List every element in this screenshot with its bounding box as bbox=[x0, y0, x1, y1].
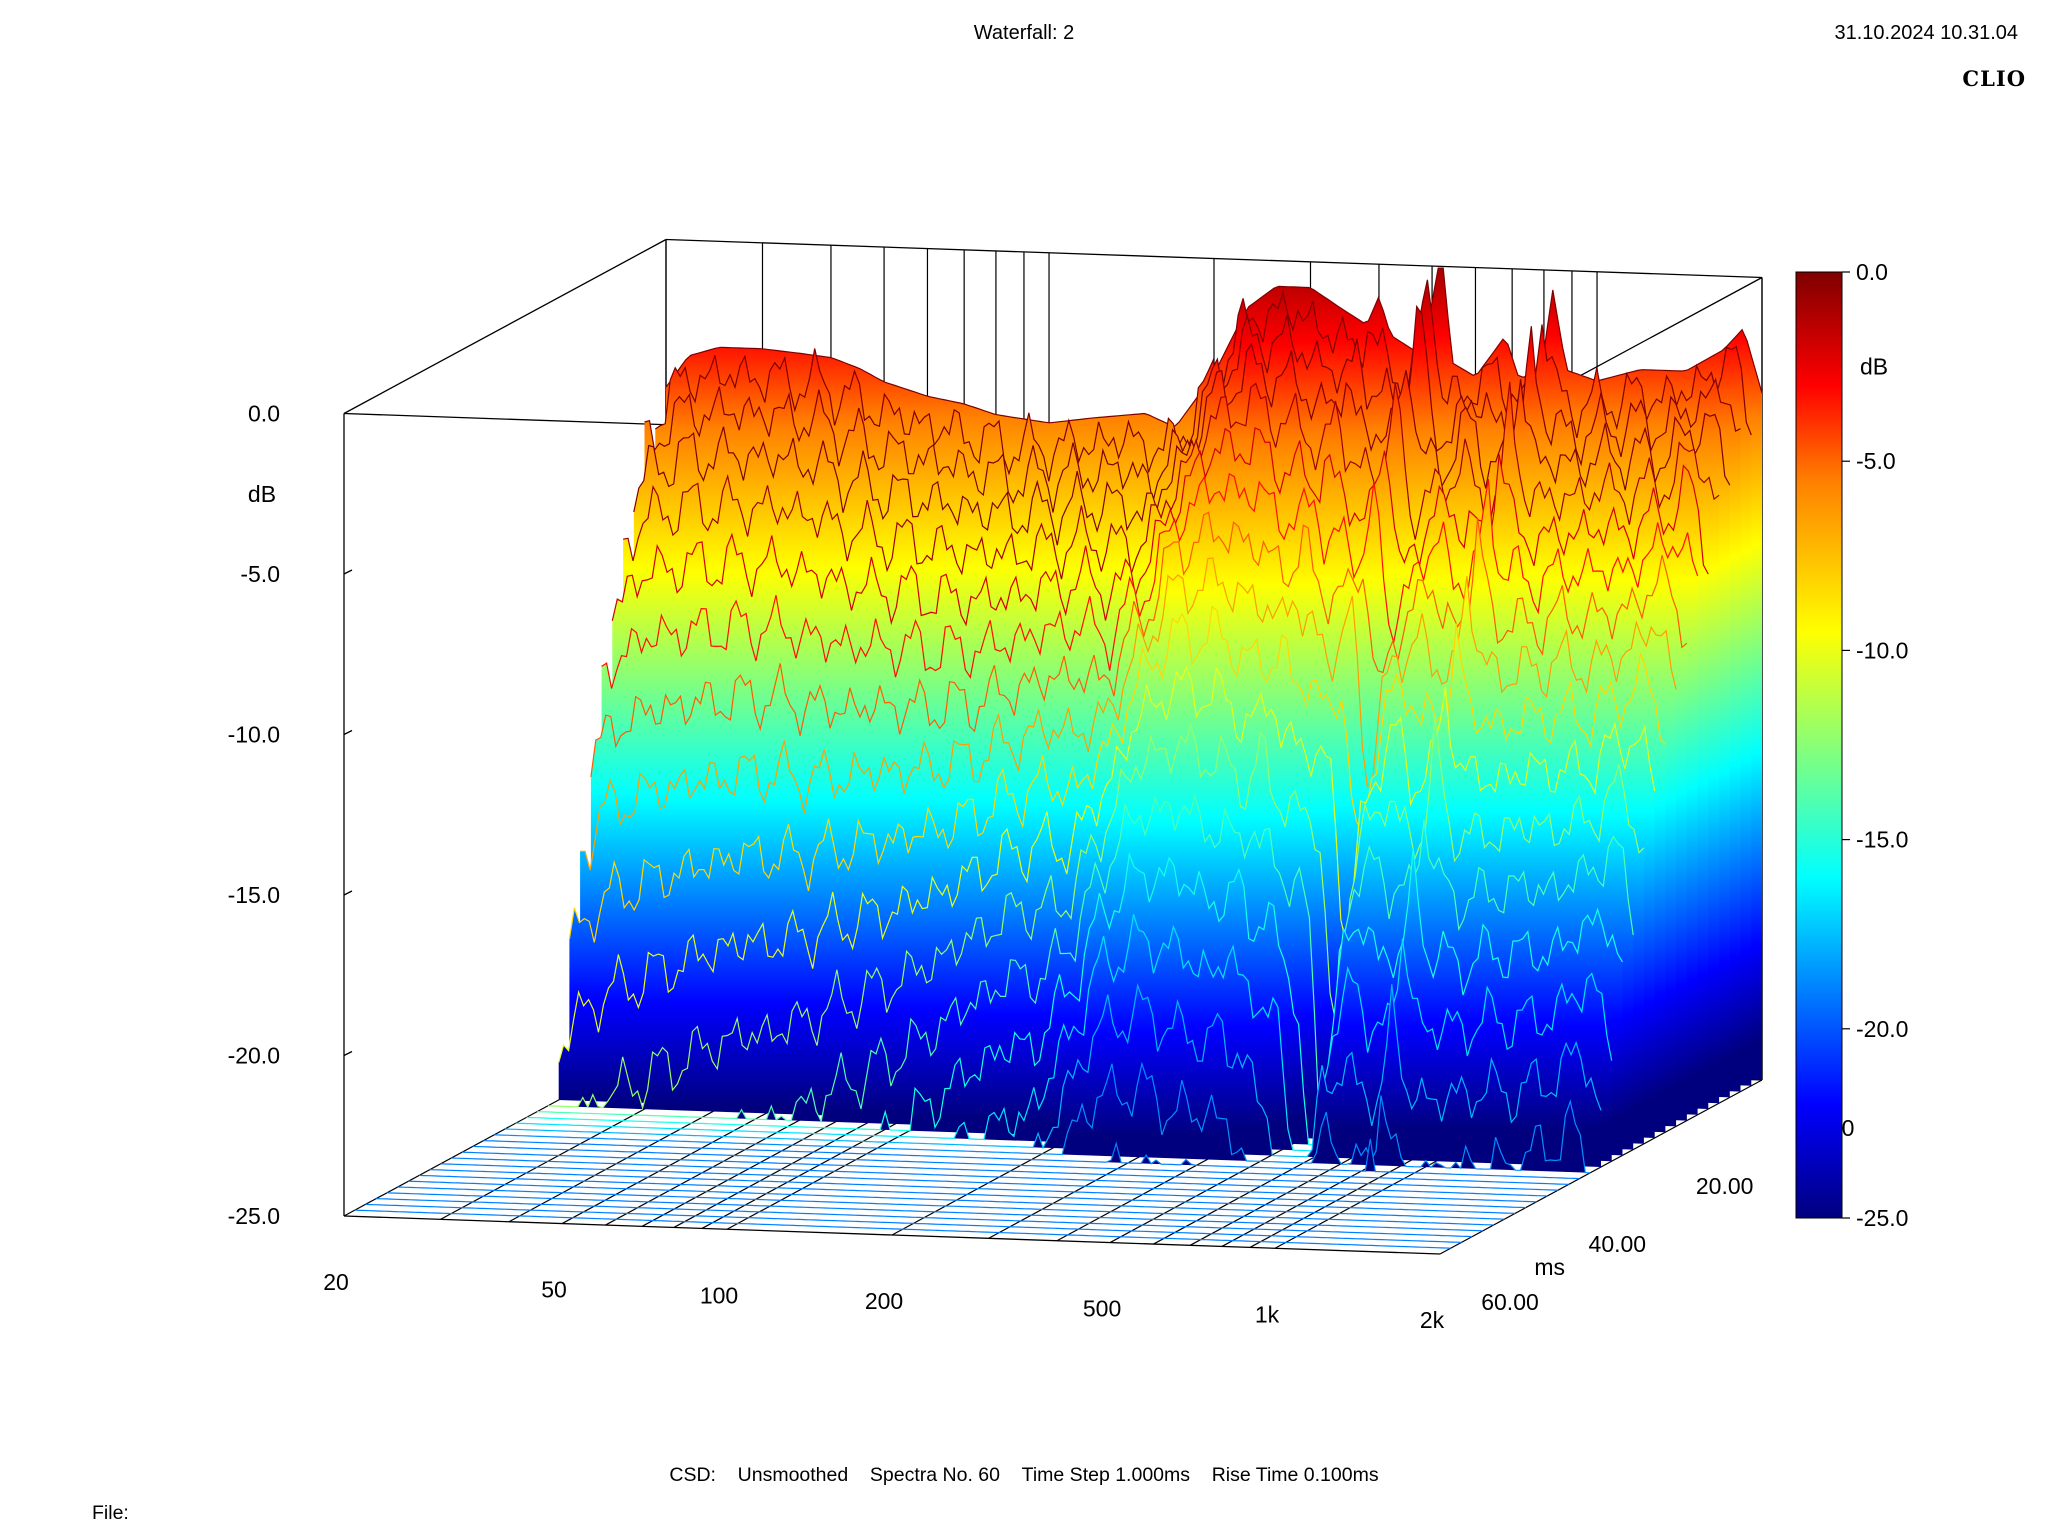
spectrum-slice-edge bbox=[354, 1209, 1451, 1249]
z-tick bbox=[343, 1050, 353, 1057]
spectrum-slice-edge bbox=[472, 1145, 1569, 1185]
spectrum-slice-edge bbox=[462, 1151, 1559, 1191]
rise-time: Rise Time 0.100ms bbox=[1211, 1464, 1379, 1486]
spectrum-slice-edge bbox=[526, 847, 1624, 1146]
time-step: Time Step 1.000ms bbox=[1021, 1464, 1191, 1486]
colorbar-tick-label: -25.0 bbox=[1856, 1205, 1908, 1231]
z-tick-label: -15.0 bbox=[228, 882, 280, 908]
x-tick-label: 1k bbox=[1255, 1301, 1280, 1327]
spectrum-slice-edge bbox=[568, 605, 1666, 943]
colorbar-tick-label: 0.0 bbox=[1856, 259, 1888, 285]
x-tick-label: 200 bbox=[865, 1288, 903, 1314]
spectrum-slice-edge bbox=[611, 427, 1709, 627]
z-tick-label: -5.0 bbox=[240, 561, 280, 587]
spectrum-slice-edge bbox=[622, 381, 1720, 580]
y-tick-label: 40.00 bbox=[1589, 1231, 1647, 1257]
spectrum-slice-edge bbox=[494, 1061, 1591, 1174]
colorbar-tick-label: -10.0 bbox=[1856, 637, 1908, 663]
spectrum-slice-edge bbox=[376, 1198, 1473, 1238]
spectrum-slice-edge bbox=[601, 472, 1699, 689]
spectrum-slice-edge bbox=[419, 1174, 1516, 1214]
axis-labels: 20501002005001k2k0.0020.0040.0060.00ms0.… bbox=[228, 401, 1855, 1334]
x-tick-label: 20 bbox=[323, 1269, 349, 1295]
top-left-edge bbox=[343, 238, 667, 415]
csd-label: CSD: bbox=[669, 1464, 716, 1486]
spectrum-slice-edge bbox=[451, 1157, 1548, 1197]
colorbar-tick-label: -15.0 bbox=[1856, 827, 1908, 853]
spectrum-slice-edge bbox=[515, 914, 1613, 1152]
colorbar-gradient bbox=[1795, 271, 1843, 1219]
z-axis-title: dB bbox=[248, 481, 276, 507]
x-tick-label: 50 bbox=[541, 1277, 567, 1303]
spectrum-slice-edge bbox=[580, 557, 1677, 871]
spectrum-slice-edge bbox=[397, 1186, 1494, 1226]
brand-logo: CLIO bbox=[1962, 66, 2026, 91]
x-tick-label: 100 bbox=[700, 1282, 738, 1308]
y-tick-label: 60.00 bbox=[1481, 1289, 1539, 1315]
y-tick-label: 20.00 bbox=[1696, 1173, 1754, 1199]
x-tick-label: 500 bbox=[1083, 1296, 1121, 1322]
spectrum-slice-edge bbox=[504, 983, 1602, 1158]
z-tick bbox=[343, 569, 353, 575]
y-axis-title: ms bbox=[1534, 1254, 1565, 1280]
chart-title: Waterfall: 2 bbox=[973, 22, 1075, 44]
spectrum-slice-edge bbox=[408, 1180, 1505, 1220]
spectrum-slice-edge bbox=[547, 714, 1645, 1111]
colorbar: 0.0 -5.0 -10.0 -15.0 -20.0 -25.0 dB bbox=[1795, 259, 1908, 1231]
z-tick bbox=[343, 729, 353, 736]
floor-edge bbox=[343, 1215, 1441, 1255]
x-tick-label: 2k bbox=[1420, 1307, 1445, 1333]
spectrum-slice-edge bbox=[429, 1169, 1526, 1209]
measurement-info: CSD: Unsmoothed Spectra No. 60 Time Step… bbox=[0, 1464, 2048, 1487]
z-tick-label: -25.0 bbox=[228, 1203, 280, 1229]
file-label: File: bbox=[92, 1502, 129, 1524]
z-tick bbox=[343, 890, 353, 896]
spectrum-slice-edge bbox=[365, 1203, 1462, 1243]
timestamp: 31.10.2024 10.31.04 bbox=[1834, 22, 2018, 44]
spectrum-slice-edge bbox=[483, 1138, 1580, 1180]
spectrum-slice-edge bbox=[590, 511, 1688, 777]
spectrum-slice-edge bbox=[386, 1192, 1483, 1232]
z-tick-label: 0.0 bbox=[248, 401, 280, 427]
spectra-count: Spectra No. 60 bbox=[869, 1464, 1000, 1486]
spectra-slices bbox=[354, 267, 1763, 1249]
smoothing-value: Unsmoothed bbox=[737, 1464, 849, 1486]
colorbar-tick-label: -20.0 bbox=[1856, 1016, 1908, 1042]
top-edge bbox=[665, 238, 1763, 279]
z-tick-label: -10.0 bbox=[228, 722, 280, 748]
spectrum-slice-edge bbox=[558, 665, 1656, 1063]
spectrum-slice-edge bbox=[654, 279, 1752, 482]
spectrum-slice-edge bbox=[537, 793, 1634, 1140]
colorbar-tick-label: -5.0 bbox=[1856, 448, 1896, 474]
z-tick-label: -20.0 bbox=[228, 1043, 280, 1069]
spectrum-slice-edge bbox=[440, 1163, 1537, 1203]
spectrum-slice-edge bbox=[633, 342, 1731, 546]
colorbar-unit-label: dB bbox=[1860, 354, 1888, 380]
